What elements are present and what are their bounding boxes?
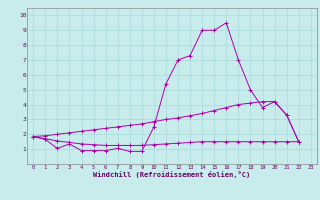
X-axis label: Windchill (Refroidissement éolien,°C): Windchill (Refroidissement éolien,°C) <box>93 171 251 178</box>
